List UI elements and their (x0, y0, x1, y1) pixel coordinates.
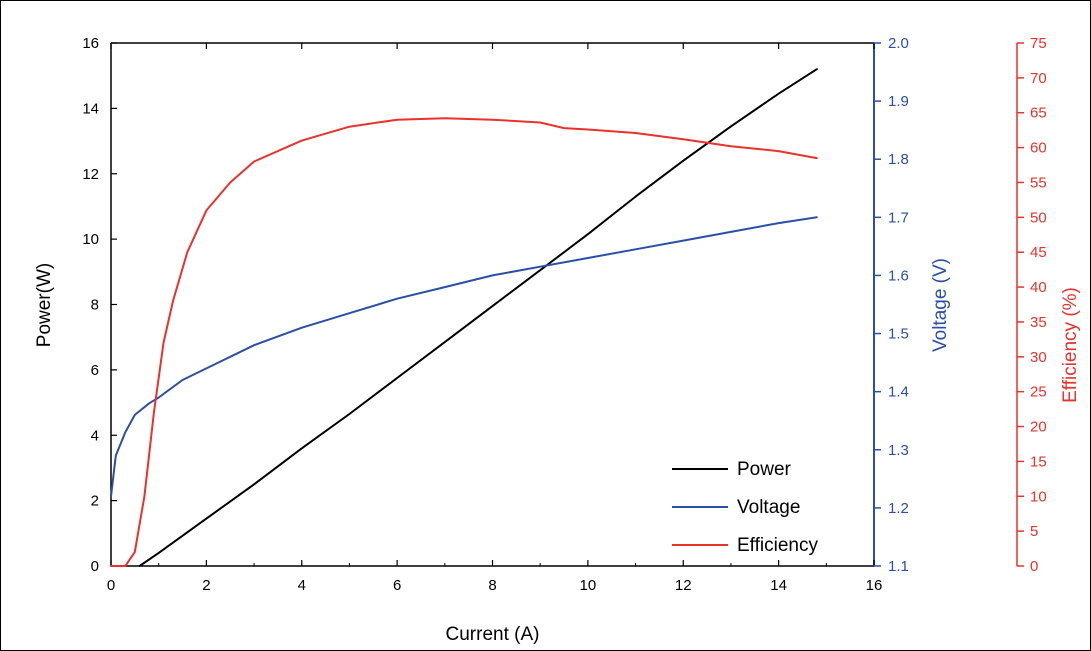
efficiency-tick-label: 45 (1030, 244, 1047, 261)
efficiency-tick-label: 25 (1030, 384, 1047, 401)
power-tick-label: 4 (91, 427, 99, 444)
efficiency-tick-label: 40 (1030, 279, 1047, 296)
power-tick-label: 6 (91, 362, 99, 379)
x-tick-label: 8 (488, 577, 496, 594)
efficiency-tick-label: 10 (1030, 488, 1047, 505)
x-tick-label: 12 (675, 577, 692, 594)
power-tick-label: 2 (91, 493, 99, 510)
efficiency-tick-label: 15 (1030, 453, 1047, 470)
voltage-tick-label: 1.1 (888, 558, 909, 575)
x-tick-label: 0 (107, 577, 115, 594)
efficiency-tick-label: 5 (1030, 523, 1038, 540)
efficiency-tick-label: 30 (1030, 349, 1047, 366)
x-tick-label: 14 (770, 577, 787, 594)
voltage-tick-label: 1.2 (888, 500, 909, 517)
legend-label-efficiency: Efficiency (737, 535, 818, 556)
x-tick-label: 2 (202, 577, 210, 594)
voltage-tick-label: 1.6 (888, 267, 909, 284)
efficiency-series-line (110, 117, 818, 567)
power-tick-label: 16 (82, 35, 99, 52)
voltage-tick-label: 1.4 (888, 384, 909, 401)
voltage-series-line (110, 216, 818, 498)
voltage-tick-label: 1.3 (888, 442, 909, 459)
power-tick-label: 10 (82, 231, 99, 248)
efficiency-tick-label: 55 (1030, 174, 1047, 191)
x-axis-title: Current (A) (446, 624, 540, 645)
power-tick-label: 0 (91, 558, 99, 575)
efficiency-tick-label: 20 (1030, 419, 1047, 436)
efficiency-tick-label: 70 (1030, 70, 1047, 87)
x-tick-label: 4 (298, 577, 306, 594)
efficiency-tick-label: 65 (1030, 105, 1047, 122)
x-tick-label: 16 (866, 577, 883, 594)
voltage-tick-label: 2.0 (888, 35, 909, 52)
power-tick-label: 14 (82, 100, 99, 117)
efficiency-tick-label: 75 (1030, 35, 1047, 52)
power-axis-title: Power(W) (34, 263, 55, 347)
voltage-tick-label: 1.8 (888, 151, 909, 168)
voltage-tick-label: 1.9 (888, 93, 909, 110)
legend-label-power: Power (737, 459, 792, 480)
x-tick-label: 6 (393, 577, 401, 594)
efficiency-tick-label: 0 (1030, 558, 1038, 575)
efficiency-tick-label: 35 (1030, 314, 1047, 331)
efficiency-tick-label: 60 (1030, 140, 1047, 157)
power-tick-label: 8 (91, 297, 99, 314)
x-tick-label: 10 (580, 577, 597, 594)
legend-label-voltage: Voltage (737, 497, 800, 518)
voltage-tick-label: 1.5 (888, 326, 909, 343)
power-tick-label: 12 (82, 166, 99, 183)
voltage-axis-title: Voltage (V) (930, 258, 951, 352)
efficiency-tick-label: 50 (1030, 209, 1047, 226)
voltage-tick-label: 1.7 (888, 209, 909, 226)
efficiency-axis-title: Efficiency (%) (1060, 287, 1081, 403)
